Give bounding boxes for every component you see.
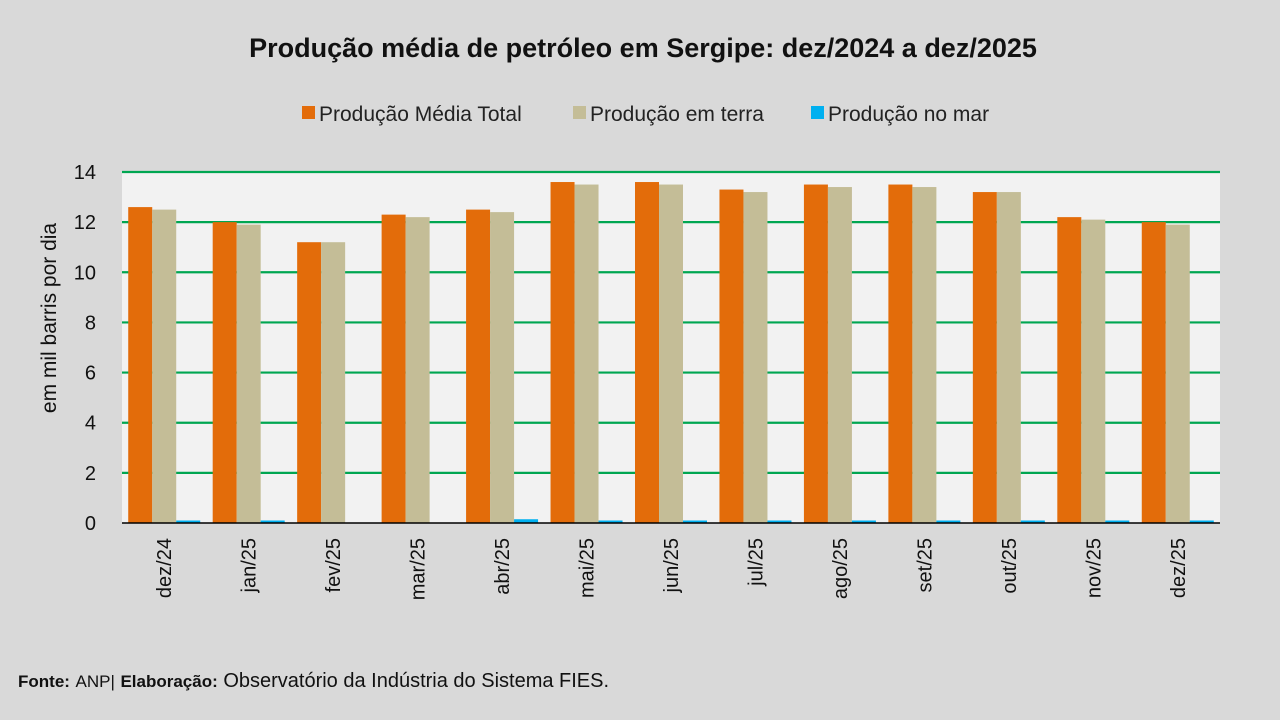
x-tick-label: mai/25	[577, 538, 599, 598]
bar-mar	[176, 520, 201, 523]
legend-swatch	[573, 106, 586, 119]
bar-terra	[996, 192, 1021, 524]
legend-label: Produção no mar	[828, 103, 989, 126]
x-tick-label: jul/25	[745, 538, 767, 587]
bar-terra	[490, 212, 515, 523]
bar-mar	[1189, 520, 1214, 523]
bar-mar	[1105, 520, 1130, 523]
legend-swatch	[811, 106, 824, 119]
legend-label: Produção em terra	[590, 103, 764, 126]
y-axis-label: em mil barris por dia	[38, 223, 61, 414]
footer: Fonte: ANP| Elaboração: Observatório da …	[18, 670, 609, 693]
x-tick-label: dez/24	[154, 538, 176, 598]
bar-total	[972, 192, 997, 524]
fonte-label: Fonte:	[18, 672, 70, 691]
x-axis-ticks: dez/24 jan/25 fev/25 mar/25 abr/25 mai/25 jun/…	[154, 538, 1190, 600]
elaboracao-value: Observatório da Indústria do Sistema FIE…	[223, 670, 610, 692]
y-tick-label: 6	[85, 363, 96, 385]
bar-total	[128, 207, 153, 523]
bar-terra	[659, 184, 683, 524]
bar-terra	[321, 242, 346, 523]
fonte-value: ANP|	[75, 672, 115, 691]
y-axis-ticks: 0 2 4 6 8 10 12 14	[74, 162, 96, 535]
x-tick-label: dez/25	[1168, 538, 1190, 598]
bar-mar	[936, 520, 961, 523]
x-tick-label: ago/25	[830, 538, 852, 599]
bar-mar	[1020, 520, 1045, 523]
bar-total	[212, 222, 237, 523]
bar-total	[719, 189, 744, 524]
legend-swatch	[302, 106, 315, 119]
bar-terra	[912, 187, 937, 524]
y-tick-label: 0	[85, 513, 96, 535]
bar-total	[1141, 222, 1166, 523]
x-tick-label: abr/25	[492, 538, 514, 595]
bar-terra	[574, 184, 599, 524]
bar-total	[888, 184, 913, 524]
bars	[128, 182, 1214, 524]
bar-total	[297, 242, 322, 523]
legend-label: Produção Média Total	[319, 103, 522, 126]
elaboracao-label: Elaboração:	[120, 672, 218, 691]
bar-terra	[405, 217, 430, 523]
y-tick-label: 2	[85, 463, 96, 485]
bar-terra	[1165, 224, 1190, 523]
y-tick-label: 12	[74, 212, 96, 234]
bar-total	[1057, 217, 1082, 523]
bar-mar	[598, 520, 623, 523]
bar-terra	[152, 209, 177, 523]
bar-terra	[1081, 219, 1106, 523]
bar-total	[803, 184, 828, 524]
bar-mar	[683, 520, 707, 523]
x-tick-label: set/25	[914, 538, 936, 592]
bar-mar	[767, 520, 792, 523]
x-tick-label: jan/25	[239, 538, 261, 594]
bar-terra	[743, 192, 768, 524]
bar-terra	[236, 224, 261, 523]
y-tick-label: 8	[85, 312, 96, 334]
y-tick-label: 4	[85, 413, 96, 435]
bar-mar	[260, 520, 285, 523]
x-tick-label: out/25	[999, 538, 1021, 594]
bar-total	[381, 214, 406, 523]
chart-title: Produção média de petróleo em Sergipe: d…	[249, 33, 1037, 63]
x-tick-label: mar/25	[408, 538, 430, 600]
y-tick-label: 10	[74, 262, 96, 284]
x-tick-label: jun/25	[661, 538, 683, 594]
bar-total	[466, 209, 491, 523]
bar-total	[550, 182, 575, 523]
bar-total	[635, 182, 659, 523]
bar-terra	[827, 187, 852, 524]
bar-mar	[851, 520, 876, 523]
x-tick-label: nov/25	[1083, 538, 1105, 598]
legend: Produção Média Total Produção em terra Pro…	[302, 103, 989, 126]
y-tick-label: 14	[74, 162, 96, 184]
x-tick-label: fev/25	[323, 538, 345, 592]
bar-mar	[514, 519, 539, 523]
